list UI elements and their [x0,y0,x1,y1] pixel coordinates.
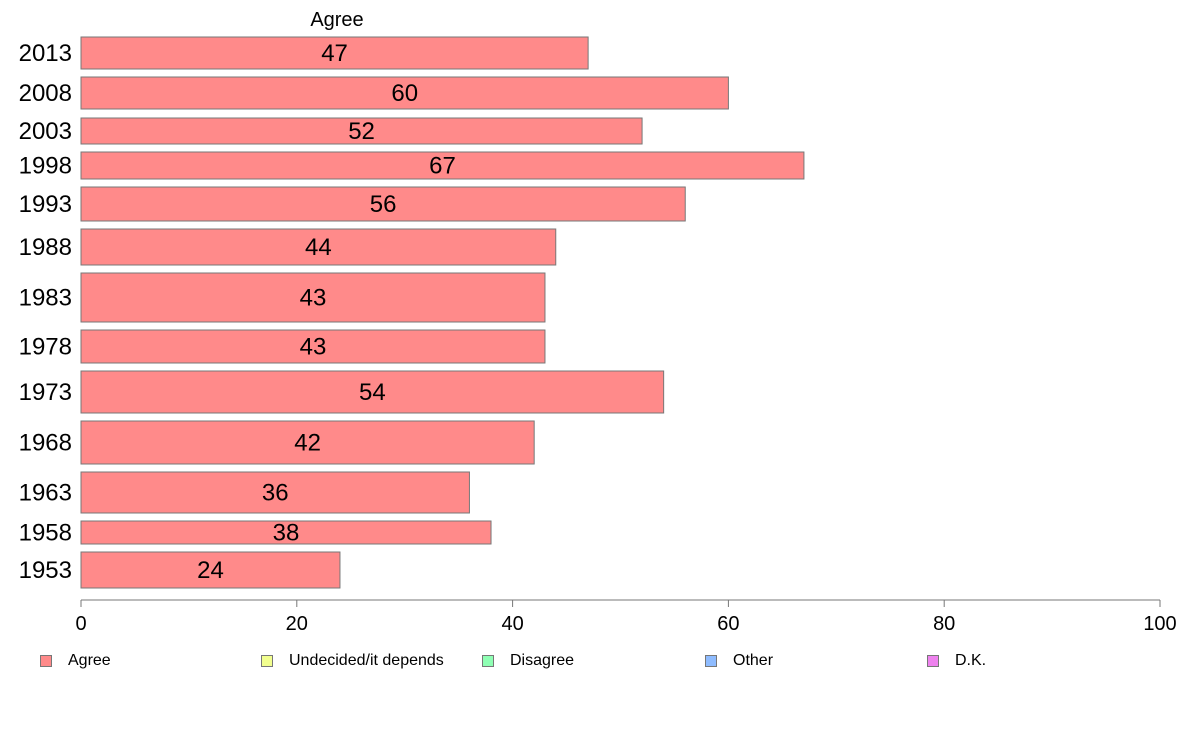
legend-item-disagree: Disagree [482,652,574,670]
data-label-1968: 42 [294,430,321,457]
legend: Agree Undecided/it depends Disagree Othe… [0,652,1188,676]
chart-title: Agree [310,9,363,31]
data-label-1958: 38 [273,520,300,547]
category-label-1953: 1953 [19,557,72,584]
x-tick-label-80: 80 [933,613,955,635]
data-label-1988: 44 [305,234,332,261]
bar-1968 [80,420,535,465]
category-label-1988: 1988 [19,234,72,261]
legend-swatch-agree [40,655,52,667]
category-label-2013: 2013 [19,40,72,67]
legend-item-other: Other [705,652,773,670]
legend-label-disagree: Disagree [510,652,575,669]
bar-1983 [80,272,546,323]
legend-item-dk: D.K. [927,652,986,670]
data-label-1953: 24 [197,557,224,584]
x-tick-label-40: 40 [501,613,523,635]
category-label-1963: 1963 [19,480,72,507]
data-label-2008: 60 [391,80,418,107]
legend-item-undecided: Undecided/it depends [261,652,444,670]
bar-1953 [80,551,341,589]
bar-2013 [80,36,589,70]
bar-1963 [80,471,470,514]
legend-swatch-dk [927,655,939,667]
legend-label-other: Other [733,652,774,669]
x-tick-label-100: 100 [1143,613,1176,635]
category-label-1993: 1993 [19,191,72,218]
bar-2003 [80,117,643,145]
bar-1958 [80,520,492,545]
data-label-1998: 67 [429,153,456,180]
category-label-1958: 1958 [19,520,72,547]
legend-swatch-other [705,655,717,667]
data-label-1993: 56 [370,191,397,218]
data-label-1963: 36 [262,480,289,507]
data-label-1983: 43 [300,285,327,312]
legend-swatch-undecided [261,655,273,667]
data-label-1973: 54 [359,379,386,406]
category-label-1998: 1998 [19,153,72,180]
bar-1978 [80,329,546,364]
bar-1973 [80,370,665,414]
category-label-1973: 1973 [19,379,72,406]
category-label-1968: 1968 [19,430,72,457]
x-tick-label-20: 20 [286,613,308,635]
x-tick-label-0: 0 [75,613,86,635]
category-label-2003: 2003 [19,118,72,145]
category-label-1983: 1983 [19,285,72,312]
legend-label-dk: D.K. [955,652,987,669]
bar-1993 [80,186,686,222]
x-axis: 0 20 40 60 80 100 [75,599,1177,635]
category-label-1978: 1978 [19,334,72,361]
legend-item-agree: Agree [40,652,111,670]
legend-label-undecided: Undecided/it depends [289,652,444,669]
bars-group: 47 2013 60 2008 52 2003 67 1998 56 1993 44 1988 43 19… [19,36,805,589]
legend-label-agree: Agree [68,652,111,669]
legend-swatch-disagree [482,655,494,667]
x-tick-label-60: 60 [717,613,739,635]
bar-1998 [80,151,805,180]
bar-1988 [80,228,557,266]
data-label-2003: 52 [348,118,375,145]
bar-2008 [80,76,729,110]
category-label-2008: 2008 [19,80,72,107]
data-label-1978: 43 [300,334,327,361]
data-label-2013: 47 [321,40,348,67]
